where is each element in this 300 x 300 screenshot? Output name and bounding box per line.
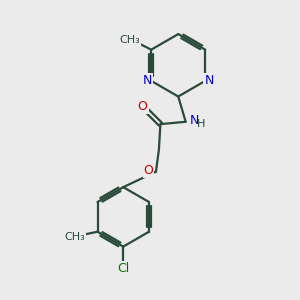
Text: CH₃: CH₃ [64,232,85,242]
Text: N: N [204,74,214,87]
Text: Cl: Cl [117,262,129,275]
Text: O: O [144,164,154,177]
Text: O: O [138,100,148,113]
Text: N: N [143,74,152,87]
Text: N: N [189,114,199,127]
Text: CH₃: CH₃ [119,35,140,45]
Text: H: H [197,119,205,129]
